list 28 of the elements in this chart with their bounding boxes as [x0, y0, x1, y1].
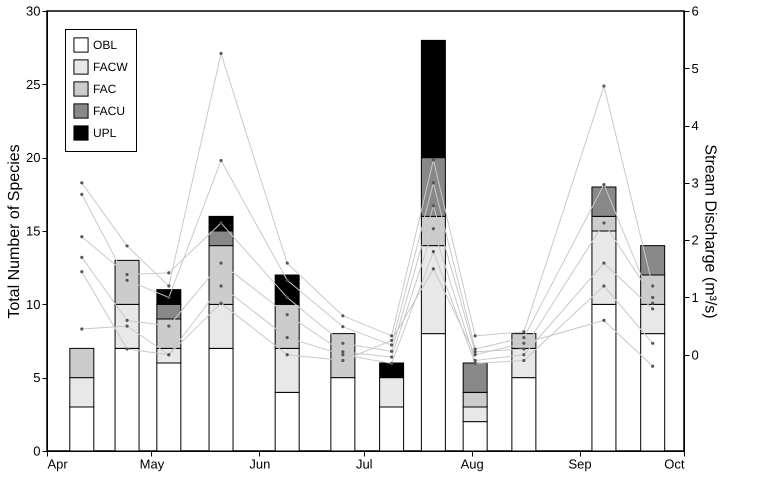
x-tick-label: Jun	[249, 456, 270, 472]
y-axis-title: Total Number of Species	[6, 144, 24, 319]
y-tick-label: 20	[26, 150, 40, 166]
legend-label: OBL	[93, 38, 118, 52]
y2-tick-label: 6	[692, 4, 699, 18]
y2-tick-label: 1	[692, 290, 699, 305]
x-tick-label: Jul	[356, 456, 373, 472]
y-tick-label: 30	[26, 4, 40, 18]
x-tick-label: Oct	[664, 456, 685, 472]
y2-tick-label: 5	[692, 60, 699, 76]
legend-label: FAC	[93, 82, 117, 96]
y-tick-label: 5	[33, 370, 40, 386]
x-tick-label: Apr	[48, 456, 68, 472]
y2-tick-label: 2	[692, 232, 699, 248]
legend-label: FACU	[93, 104, 126, 118]
y2-tick-label: 4	[692, 118, 699, 134]
y2-tick-label: 0	[692, 347, 699, 362]
legend-label: FACW	[93, 60, 128, 74]
y-tick-label: 10	[26, 296, 40, 312]
y-tick-label: 0	[33, 444, 40, 458]
y2-axis-title: Stream Discharge (m³/s)	[702, 144, 719, 319]
y-tick-label: 15	[26, 224, 40, 238]
y2-tick-label: 3	[692, 175, 699, 190]
legend-label: UPL	[93, 126, 117, 140]
x-tick-label: May	[140, 456, 165, 472]
x-tick-label: Sep	[568, 456, 592, 472]
x-tick-label: Aug	[460, 456, 484, 472]
y-tick-label: 25	[26, 76, 40, 92]
